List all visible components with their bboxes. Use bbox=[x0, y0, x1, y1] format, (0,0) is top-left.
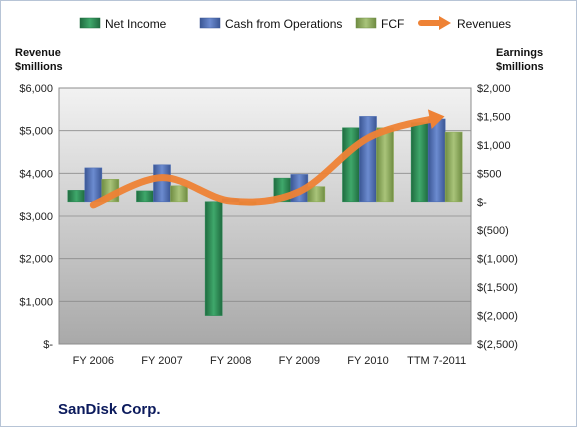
revenues-point bbox=[92, 204, 94, 206]
right-tick-label: $(1,000) bbox=[477, 254, 518, 266]
bar-marks bbox=[67, 116, 463, 316]
bar-fcf bbox=[444, 131, 463, 203]
right-axis-ticks: $(2,500) $(2,000) $(1,500) $(1,000) $(500) $-… bbox=[477, 83, 518, 351]
right-tick-label: $(2,500) bbox=[477, 339, 518, 351]
right-tick-label: $500 bbox=[477, 168, 501, 180]
right-tick-label: $- bbox=[477, 197, 487, 209]
left-tick-label: $3,000 bbox=[19, 211, 53, 223]
bar-cash-from-operations bbox=[84, 167, 103, 203]
bar-net-income bbox=[67, 190, 86, 203]
revenues-point bbox=[298, 191, 300, 193]
legend-label-fcf: FCF bbox=[381, 17, 404, 31]
revenues-line-arrowhead bbox=[427, 109, 445, 129]
left-tick-label: $1,000 bbox=[19, 296, 53, 308]
x-tick-label: FY 2006 bbox=[73, 355, 114, 367]
revenues-point bbox=[436, 117, 438, 119]
right-tick-label: $(500) bbox=[477, 225, 509, 237]
revenues-point bbox=[161, 177, 163, 179]
x-axis-ticks: FY 2006 FY 2007 FY 2008 FY 2009 FY 2010 TTM 7… bbox=[73, 355, 467, 367]
revenues-point bbox=[230, 200, 232, 202]
left-tick-label: $- bbox=[43, 339, 53, 351]
bar-net-income bbox=[136, 190, 154, 203]
legend-label-revenues: Revenues bbox=[457, 17, 511, 31]
bar-cash-from-operations bbox=[359, 116, 377, 203]
bar-net-income bbox=[410, 122, 429, 203]
left-axis-ticks: $- $1,000 $2,000 $3,000 $4,000 $5,000 $6,000 bbox=[19, 83, 53, 351]
right-tick-label: $1,500 bbox=[477, 111, 511, 123]
right-tick-label: $2,000 bbox=[477, 83, 511, 95]
right-tick-label: $1,000 bbox=[477, 140, 511, 152]
bar-fcf bbox=[376, 127, 394, 203]
left-tick-label: $2,000 bbox=[19, 254, 53, 266]
gridlines bbox=[59, 130, 471, 302]
x-tick-label: FY 2007 bbox=[141, 355, 182, 367]
bar-net-income bbox=[342, 127, 360, 203]
bar-fcf bbox=[307, 186, 326, 203]
bar-cash-from-operations bbox=[153, 164, 171, 203]
left-tick-label: $6,000 bbox=[19, 83, 53, 95]
bar-net-income bbox=[204, 201, 223, 316]
revenues-line bbox=[89, 114, 441, 209]
legend-label-cash-from-operations: Cash from Operations bbox=[225, 17, 342, 31]
right-tick-label: $(1,500) bbox=[477, 282, 518, 294]
revenue-line-layer bbox=[89, 109, 445, 209]
revenues-point bbox=[367, 137, 369, 139]
right-axis-title-line-1: Earnings bbox=[496, 47, 543, 59]
legend-arrowhead-revenues bbox=[439, 16, 451, 30]
left-tick-label: $5,000 bbox=[19, 126, 53, 138]
x-tick-label: FY 2010 bbox=[347, 355, 388, 367]
x-tick-label: FY 2009 bbox=[279, 355, 320, 367]
x-tick-label: FY 2008 bbox=[210, 355, 251, 367]
legend-label-net-income: Net Income bbox=[105, 17, 167, 31]
legend-swatch-fcf bbox=[355, 17, 377, 29]
legend-swatch-net-income bbox=[79, 17, 101, 29]
bar-fcf bbox=[170, 185, 188, 203]
left-tick-label: $4,000 bbox=[19, 168, 53, 180]
right-axis-title-line-2: $millions bbox=[496, 61, 544, 73]
x-tick-label: TTM 7-2011 bbox=[407, 355, 466, 367]
legend: Net Income Cash from Operations FCF Reve… bbox=[79, 16, 511, 31]
right-tick-label: $(2,000) bbox=[477, 311, 518, 323]
bar-cash-from-operations bbox=[427, 118, 446, 203]
legend-swatch-cash-from-operations bbox=[199, 17, 221, 29]
chart-title: SanDisk Corp. bbox=[58, 401, 161, 418]
left-axis-title-line-2: $millions bbox=[15, 61, 63, 73]
left-axis-title-line-1: Revenue bbox=[15, 47, 61, 59]
